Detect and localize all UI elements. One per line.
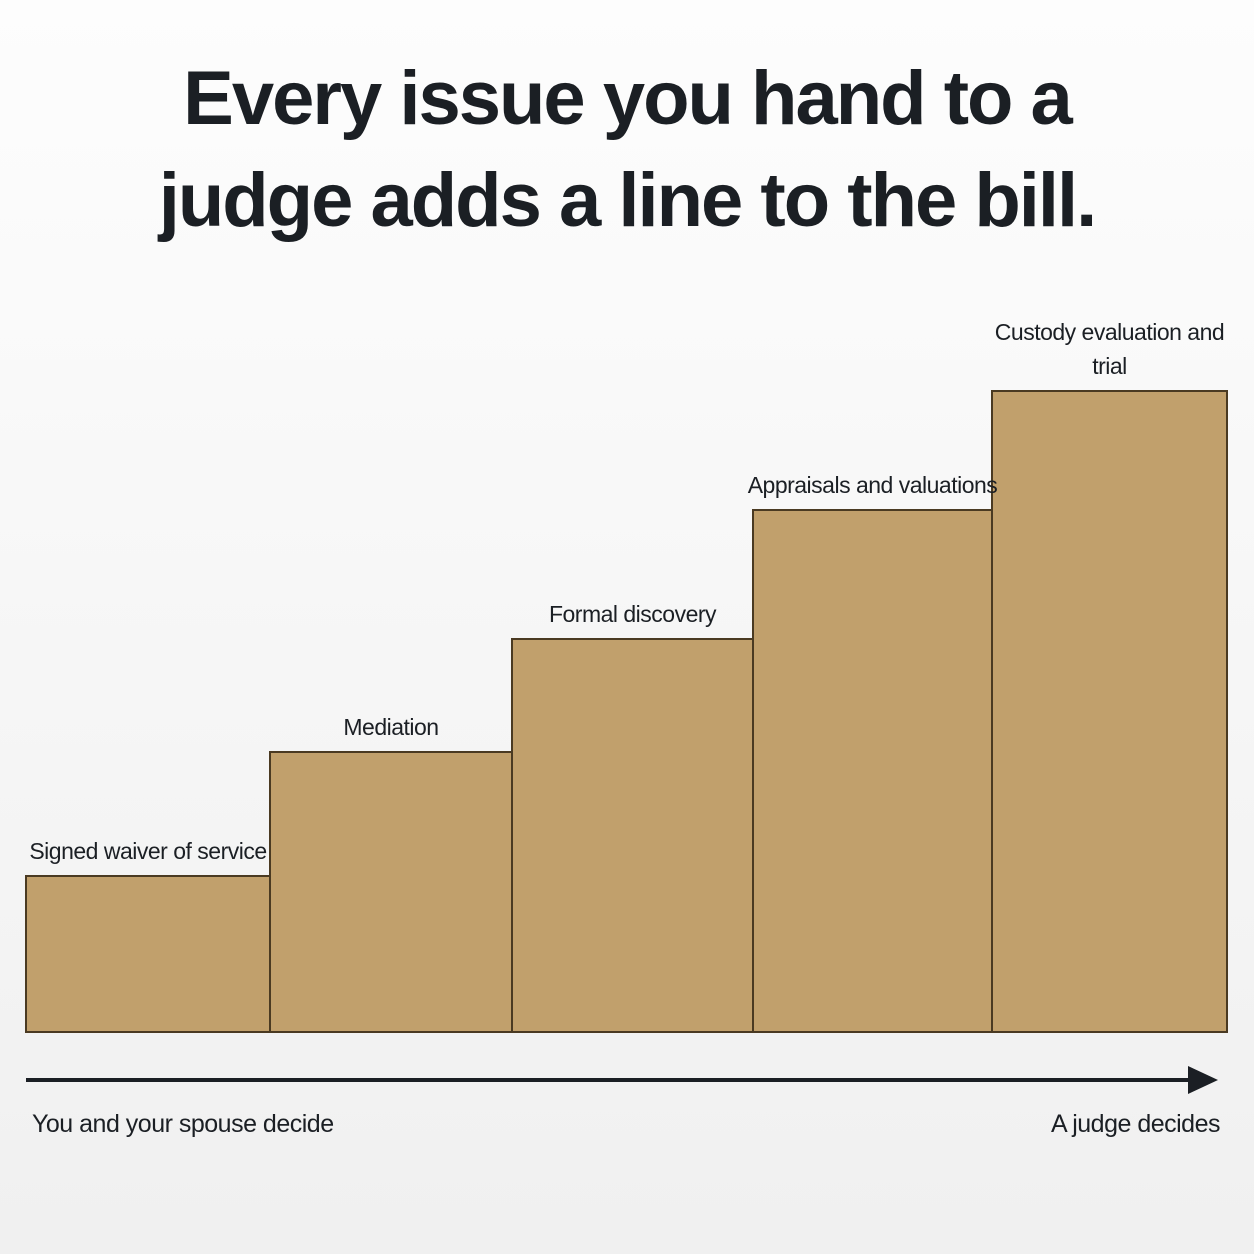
axis-start-label: You and your spouse decide xyxy=(32,1110,334,1138)
step-block xyxy=(752,509,993,1033)
step-label: Appraisals and valuations xyxy=(747,472,998,498)
arrow-head xyxy=(1188,1066,1218,1094)
step-label: Mediation xyxy=(343,714,439,740)
step-block xyxy=(511,638,754,1033)
step-block xyxy=(269,751,513,1033)
step-block xyxy=(25,875,271,1033)
axis-end-label: A judge decides xyxy=(1050,1110,1221,1138)
step-label: Formal discovery xyxy=(548,601,717,627)
title: Every issue you hand to a judge adds a l… xyxy=(158,56,1098,243)
step-label: Signed waiver of service xyxy=(29,838,267,864)
step-label: Custody evaluation and trial xyxy=(994,319,1225,379)
step-block xyxy=(991,390,1228,1033)
